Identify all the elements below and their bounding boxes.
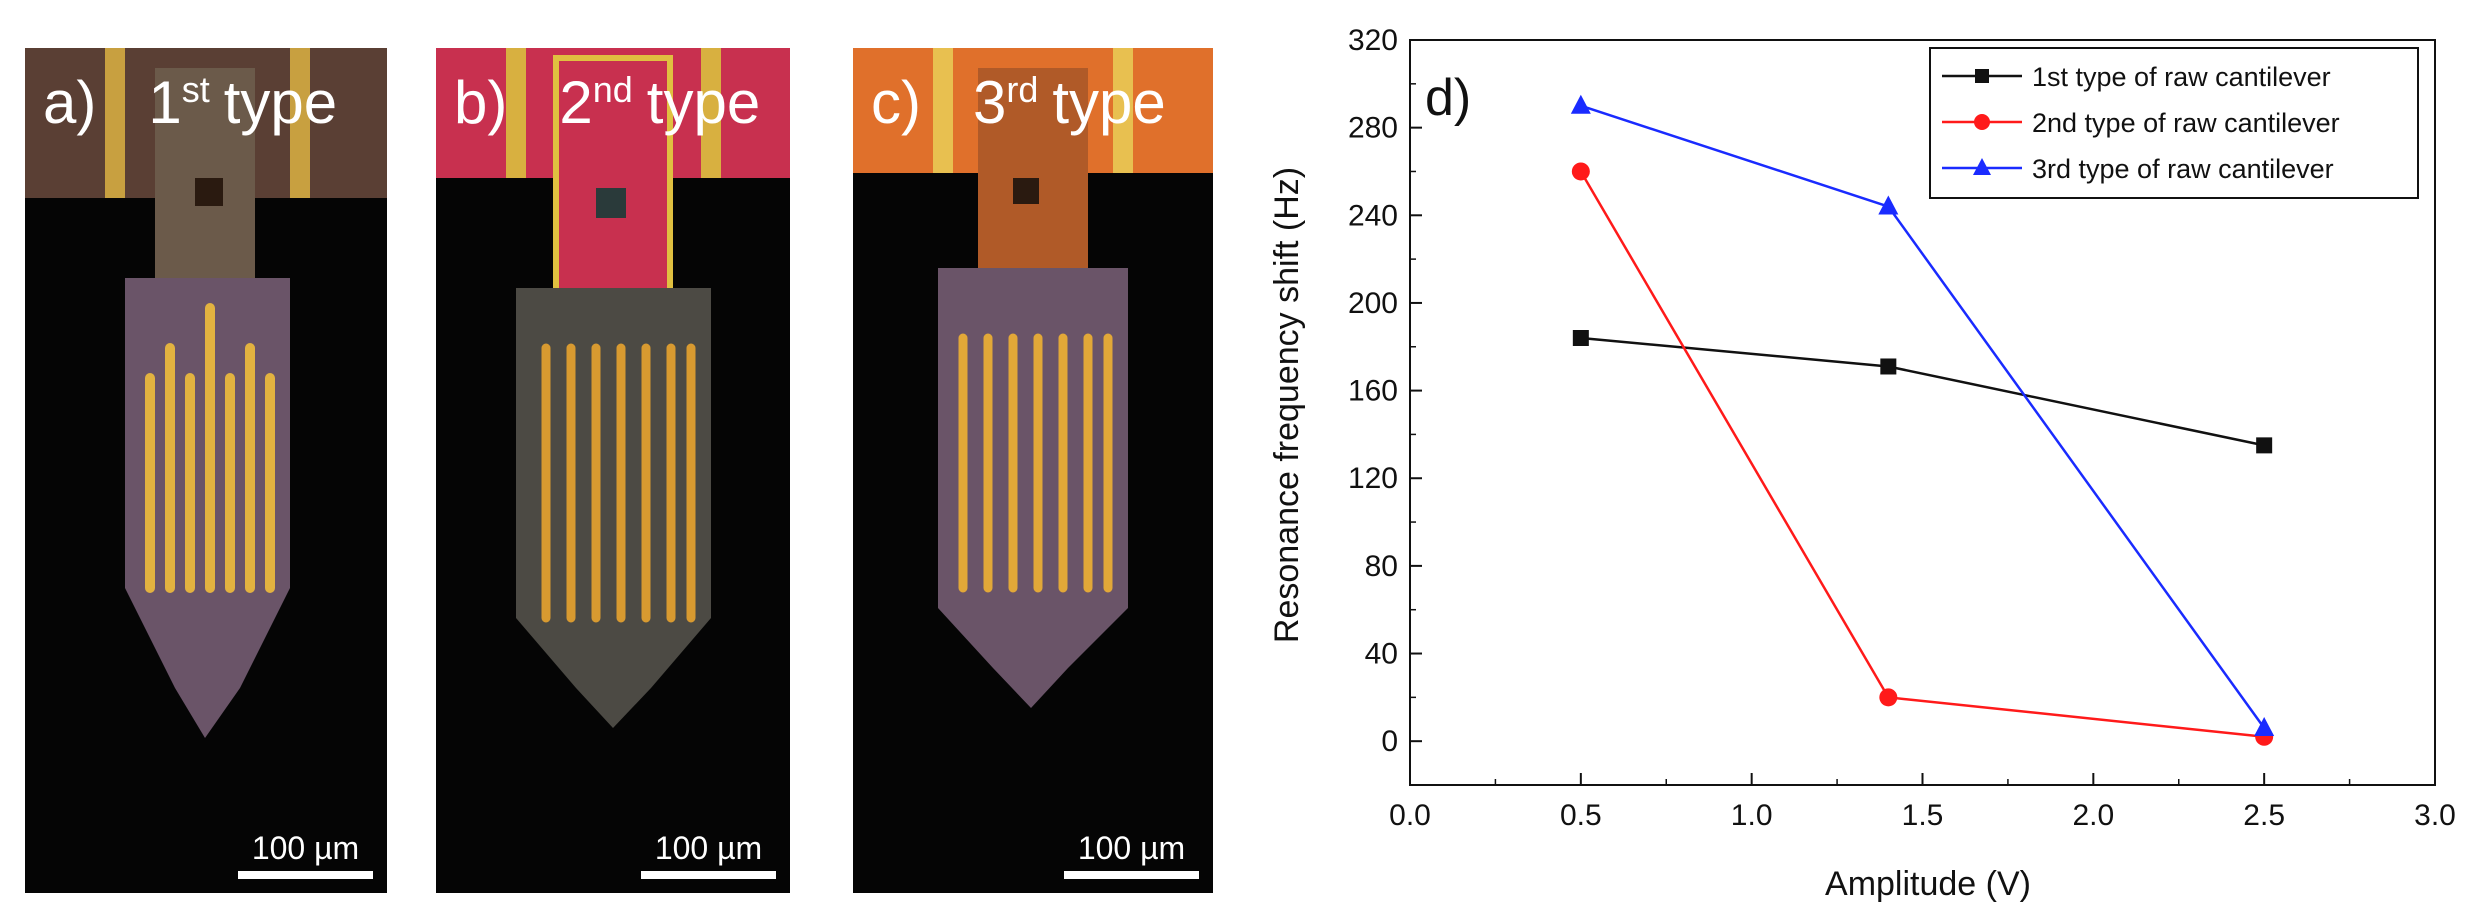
legend-label: 1st type of raw cantilever xyxy=(2032,62,2331,92)
legend-entry: 2nd type of raw cantilever xyxy=(1942,108,2340,138)
x-tick-label: 0.0 xyxy=(1389,799,1431,832)
panel-label-d: d) xyxy=(1425,69,1471,127)
series-1 xyxy=(1572,330,2273,454)
chart-axes: 0.0 0.5 1.0 1.5 2.0 2.5 3.0 0 40 80 120 160 200 240 28… xyxy=(1348,24,2456,832)
scale-bar-a: 100 µm xyxy=(238,831,373,879)
micrograph-panel-b: b) 2nd type 100 µm xyxy=(436,48,790,893)
line-chart: 0.0 0.5 1.0 1.5 2.0 2.5 3.0 0 40 80 120 160 200 240 28… xyxy=(1268,24,2456,903)
cantilever-3-image xyxy=(853,48,1213,893)
series-line xyxy=(1580,104,2266,729)
y-tick-label: 200 xyxy=(1348,287,1398,320)
x-tick-label: 2.5 xyxy=(2243,799,2285,832)
y-tick-label: 280 xyxy=(1348,112,1398,145)
chart-series xyxy=(1570,94,2275,746)
y-tick-label: 120 xyxy=(1348,462,1398,495)
data-point xyxy=(1879,688,1898,707)
y-tick-label: 320 xyxy=(1348,24,1398,57)
legend-label: 2nd type of raw cantilever xyxy=(2032,108,2340,138)
panel-title-b: b) 2nd type xyxy=(454,69,761,136)
x-tick-label: 0.5 xyxy=(1560,799,1602,832)
x-axis-label: Amplitude (V) xyxy=(1825,865,2031,903)
cantilever-2-image xyxy=(436,48,790,893)
x-tick-label: 3.0 xyxy=(2414,799,2456,832)
y-tick-label: 80 xyxy=(1365,550,1398,583)
scale-bar-c: 100 µm xyxy=(1064,831,1199,879)
legend-entry: 1st type of raw cantilever xyxy=(1942,62,2331,92)
y-tick-label: 160 xyxy=(1348,375,1398,408)
panel-title-c: c) 3rd type xyxy=(871,69,1166,136)
series-2 xyxy=(1571,162,2274,746)
chart-legend: 1st type of raw cantilever 2nd type of ra… xyxy=(1929,47,2419,199)
x-tick-label: 2.0 xyxy=(2072,799,2114,832)
series-line xyxy=(1580,336,2265,447)
data-point xyxy=(1878,195,1899,215)
cantilever-1-image xyxy=(25,48,387,893)
series-3 xyxy=(1570,94,2275,737)
data-point xyxy=(1572,330,1589,346)
data-point xyxy=(2256,437,2273,454)
scale-bar-b: 100 µm xyxy=(641,831,776,879)
legend-label: 3rd type of raw cantilever xyxy=(2032,154,2334,184)
x-tick-label: 1.5 xyxy=(1902,799,1944,832)
series-line xyxy=(1579,170,2265,739)
y-tick-label: 240 xyxy=(1348,199,1398,232)
y-axis-label: Resonance frequency shift (Hz) xyxy=(1268,167,1306,643)
data-point xyxy=(1571,162,1590,181)
data-point xyxy=(1975,69,1989,83)
micrograph-panel-c: c) 3rd type 100 µm xyxy=(853,48,1213,893)
data-point xyxy=(1880,358,1897,375)
y-tick-label: 40 xyxy=(1365,638,1398,671)
micrograph-panel-a: a) 1st type 100 µm xyxy=(25,48,387,893)
data-point xyxy=(1973,158,1991,175)
panel-title-a: a) 1st type xyxy=(43,69,338,136)
y-tick-label: 0 xyxy=(1381,725,1398,758)
legend-entry: 3rd type of raw cantilever xyxy=(1942,154,2334,184)
data-point xyxy=(2254,717,2275,737)
data-point xyxy=(1974,114,1990,130)
x-tick-label: 1.0 xyxy=(1731,799,1773,832)
data-point xyxy=(1570,94,1591,114)
